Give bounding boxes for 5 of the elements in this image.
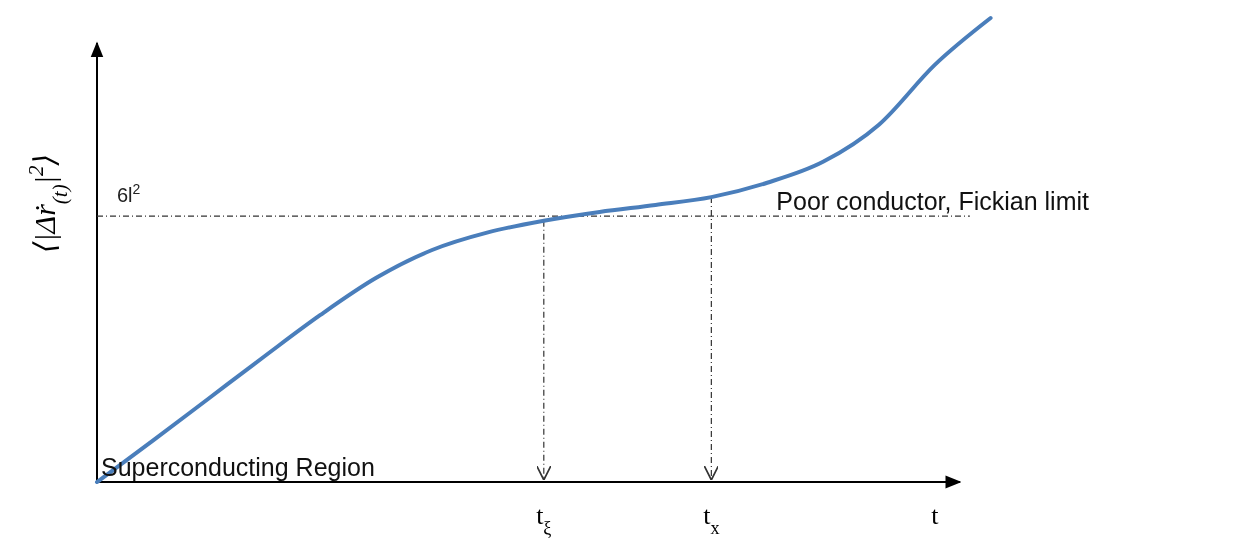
x-tick-label: t: [931, 501, 940, 530]
annotation: Poor conductor, Fickian limit: [776, 187, 1090, 216]
x-tick-label: t$_{ξ}$: [536, 501, 552, 538]
ref-line-label: 6l$^{2}$: [117, 181, 141, 207]
x-tick-label: t$_{x}$: [703, 501, 720, 538]
